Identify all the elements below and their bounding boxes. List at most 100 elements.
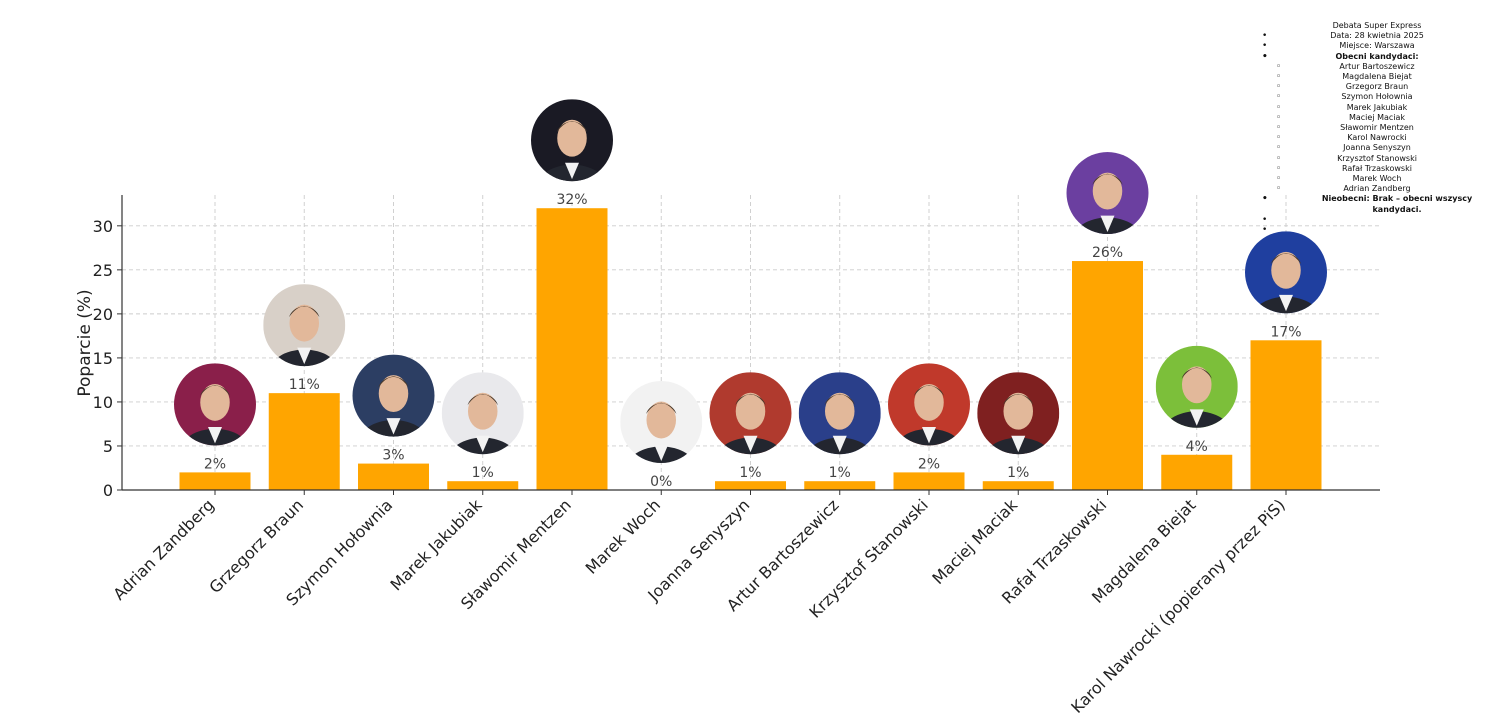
data-label: 2% xyxy=(918,456,940,472)
bar xyxy=(358,463,429,490)
photo-shirt xyxy=(565,162,579,180)
x-tick-label: Marek Jakubiak xyxy=(386,495,486,595)
data-label: 1% xyxy=(472,465,494,481)
x-tick-label: Grzegorz Braun xyxy=(205,495,307,597)
y-tick-label: 25 xyxy=(93,261,113,280)
photo-shirt xyxy=(297,347,312,365)
bar xyxy=(715,481,786,490)
present-candidate-item: Krzysztof Stanowski xyxy=(1262,154,1492,164)
present-candidate-item: Szymon Hołownia xyxy=(1262,92,1492,102)
data-label: 1% xyxy=(739,465,761,481)
present-candidate-item: Joanna Senyszyn xyxy=(1262,143,1492,153)
photo-hair xyxy=(913,385,945,397)
candidate-photo xyxy=(1245,231,1327,314)
photo-shoulders xyxy=(804,437,875,455)
photo-hair xyxy=(556,120,588,133)
x-tick-label: Maciej Maciak xyxy=(928,495,1021,588)
candidate-photo xyxy=(352,354,435,437)
info-empty-bullet xyxy=(1262,215,1492,225)
candidate-photo xyxy=(263,284,346,367)
photo-shoulders xyxy=(180,428,250,446)
candidate-photo xyxy=(888,363,970,446)
photo-face xyxy=(200,383,230,421)
bar xyxy=(536,208,608,490)
present-candidate-item: Adrian Zandberg xyxy=(1262,184,1492,194)
data-label: 17% xyxy=(1270,324,1301,340)
y-tick-label: 20 xyxy=(93,305,113,324)
photo-shoulders xyxy=(1251,296,1321,314)
photo-hair xyxy=(289,305,320,318)
photo-hair xyxy=(378,376,409,388)
photo-shirt xyxy=(208,426,222,444)
bar xyxy=(179,472,251,490)
photo-shoulders xyxy=(715,437,786,455)
data-label: 3% xyxy=(382,448,404,464)
candidate-photo xyxy=(1066,152,1149,235)
data-label: 26% xyxy=(1092,245,1123,261)
data-label: 1% xyxy=(1007,465,1029,481)
photo-shirt xyxy=(743,435,758,453)
bar xyxy=(268,393,340,490)
photo-shirt xyxy=(1011,435,1026,453)
photo-shirt xyxy=(1100,215,1115,232)
photo-hair xyxy=(1181,367,1212,379)
photo-shoulders xyxy=(983,437,1054,455)
info-title: Debata Super Express xyxy=(1332,21,1422,30)
photo-face xyxy=(1271,251,1301,289)
candidate-photo xyxy=(531,99,613,182)
bar xyxy=(447,481,519,490)
photo-hair xyxy=(735,393,766,406)
photo-face xyxy=(557,119,587,157)
info-absent: Nieobecni: Brak – obecni wszyscy kandyda… xyxy=(1262,194,1492,214)
photo-shoulders xyxy=(1161,411,1232,428)
candidate-photo xyxy=(709,372,792,455)
photo-shirt xyxy=(386,418,401,435)
data-label: 0% xyxy=(650,474,672,490)
photo-shirt xyxy=(475,435,490,453)
photo-face xyxy=(824,392,855,430)
photo-face xyxy=(1181,366,1212,404)
data-label: 1% xyxy=(829,465,851,481)
data-label: 11% xyxy=(289,377,320,393)
candidate-photos xyxy=(174,99,1327,463)
bar xyxy=(804,481,876,490)
y-tick-label: 10 xyxy=(93,393,113,412)
debate-info-panel: Debata Super Express Data: 28 kwietnia 2… xyxy=(1262,21,1492,235)
y-tick-label: 30 xyxy=(93,217,113,236)
x-tick-label: Marek Woch xyxy=(582,495,664,577)
present-candidates-list: Artur BartoszewiczMagdalena BiejatGrzego… xyxy=(1262,62,1492,195)
present-candidate-item: Grzegorz Braun xyxy=(1262,82,1492,92)
photo-hair xyxy=(199,385,231,397)
photo-shoulders xyxy=(358,420,429,437)
present-candidate-item: Marek Woch xyxy=(1262,174,1492,184)
info-empty-bullet xyxy=(1262,225,1492,235)
photo-shoulders xyxy=(447,437,518,455)
candidate-photo xyxy=(1155,345,1238,428)
y-tick-label: 5 xyxy=(103,437,113,456)
photo-hair xyxy=(1270,253,1302,265)
photo-hair xyxy=(1092,173,1123,186)
data-label: 4% xyxy=(1186,439,1208,455)
candidate-photo xyxy=(798,372,881,455)
present-candidate-item: Marek Jakubiak xyxy=(1262,103,1492,113)
photo-face xyxy=(914,383,944,421)
data-label: 32% xyxy=(556,192,587,208)
data-label: 2% xyxy=(204,456,226,472)
candidate-photo xyxy=(620,381,703,463)
bar xyxy=(1072,261,1143,490)
bar xyxy=(1250,340,1322,490)
y-axis-label: Poparcie (%) xyxy=(75,289,95,396)
photo-shirt xyxy=(654,444,669,461)
photo-hair xyxy=(646,402,677,414)
photo-shirt xyxy=(1279,294,1293,312)
photo-face xyxy=(467,392,498,430)
bar xyxy=(1161,454,1233,490)
present-candidate-item: Artur Bartoszewicz xyxy=(1262,62,1492,72)
present-candidate-item: Rafał Trzaskowski xyxy=(1262,164,1492,174)
candidate-photo xyxy=(174,363,256,446)
photo-shoulders xyxy=(626,446,697,463)
photo-face xyxy=(1092,172,1123,210)
candidate-photo xyxy=(977,372,1060,455)
photo-hair xyxy=(824,393,855,406)
